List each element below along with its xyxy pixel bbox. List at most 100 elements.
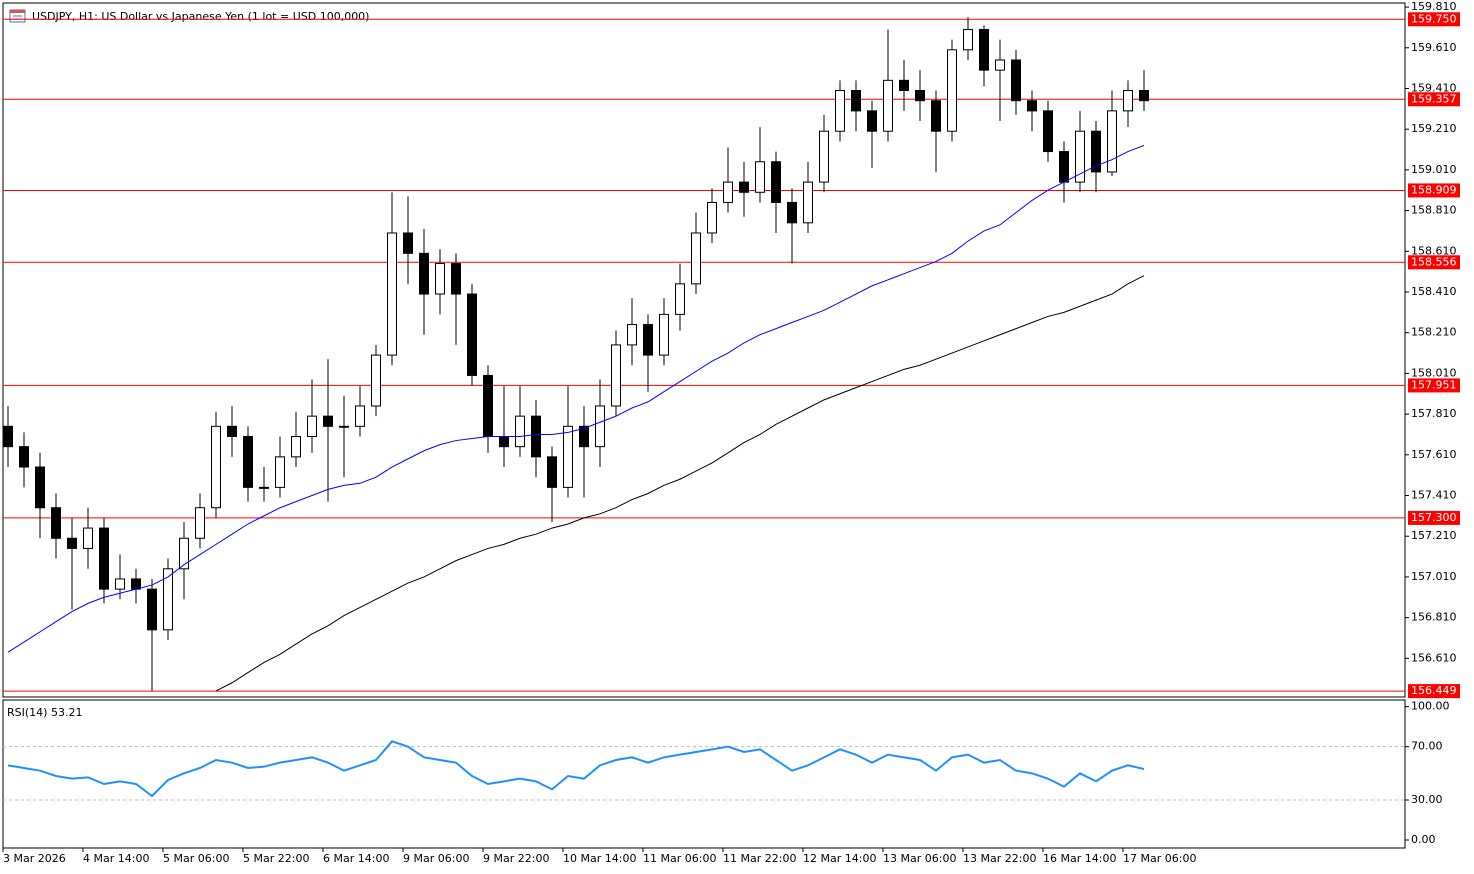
candle-body: [1091, 130, 1101, 173]
rsi-frame: [2, 699, 1406, 849]
candle-body: [643, 324, 653, 356]
candle-body: [211, 425, 221, 509]
candle-body: [931, 100, 941, 132]
y-tick-label: 157.210: [1411, 529, 1457, 542]
candle-body: [99, 527, 109, 590]
moving-average: [215, 275, 1145, 692]
y-tick-label: 157.410: [1411, 489, 1457, 502]
y-tick-label: 158.610: [1411, 244, 1457, 257]
candle-body: [83, 527, 93, 549]
level-tag: [1408, 684, 1460, 699]
candles: [3, 17, 1149, 691]
candle-body: [835, 90, 845, 132]
x-tick-label: 5 Mar 22:00: [243, 852, 309, 865]
candle-body: [179, 537, 189, 570]
candle-body: [531, 415, 541, 458]
x-tick-label: 6 Mar 14:00: [323, 852, 389, 865]
candle-body: [739, 181, 749, 193]
candle-body: [867, 110, 877, 132]
candle-body: [243, 435, 253, 488]
candle-body: [723, 181, 733, 203]
candle-body: [387, 232, 397, 356]
candle-body: [371, 354, 381, 407]
level-label: 159.750: [1411, 12, 1457, 25]
x-tick-label: 13 Mar 22:00: [963, 852, 1036, 865]
y-tick-label: 157.010: [1411, 570, 1457, 583]
rsi-tick-label: 100.00: [1411, 700, 1450, 713]
candle-body: [307, 415, 317, 437]
level-label: 157.951: [1411, 378, 1457, 391]
x-tick-label: 11 Mar 06:00: [643, 852, 716, 865]
x-tick-label: 17 Mar 06:00: [1123, 852, 1196, 865]
candle-body: [771, 161, 781, 203]
candle-body: [67, 537, 77, 549]
level-tag: [1408, 92, 1460, 107]
candle-body: [1139, 90, 1149, 102]
level-tag: [1408, 12, 1460, 27]
candle-body: [339, 425, 349, 428]
symbol-icon: [9, 9, 26, 23]
y-tick-label: 159.410: [1411, 81, 1457, 94]
candle-body: [499, 435, 509, 448]
rsi-tick-label: 0.00: [1411, 833, 1436, 846]
level-label: 158.556: [1411, 255, 1457, 268]
candle-body: [1011, 59, 1021, 102]
candle-body: [403, 232, 413, 254]
candle-body: [995, 59, 1005, 71]
candle-body: [435, 263, 445, 295]
y-tick-label: 157.610: [1411, 448, 1457, 461]
candle-body: [563, 425, 573, 488]
y-tick-label: 157.810: [1411, 407, 1457, 420]
candle-body: [275, 456, 285, 488]
candle-body: [131, 578, 141, 590]
candle-body: [579, 425, 589, 448]
x-tick-label: 12 Mar 14:00: [803, 852, 876, 865]
level-label: 158.909: [1411, 183, 1457, 196]
y-tick-label: 159.010: [1411, 163, 1457, 176]
candle-body: [787, 201, 797, 224]
rsi-last-value: 53.21: [51, 706, 83, 719]
candle-body: [915, 90, 925, 102]
y-tick-label: 156.810: [1411, 611, 1457, 624]
x-tick-label: 4 Mar 14:00: [83, 852, 149, 865]
level-label: 157.300: [1411, 511, 1457, 524]
candle-body: [627, 324, 637, 346]
y-tick-label: 159.810: [1411, 0, 1457, 13]
y-tick-label: 159.210: [1411, 122, 1457, 135]
candle-body: [979, 28, 989, 71]
level-tag: [1408, 510, 1460, 525]
candle-body: [1107, 110, 1117, 173]
y-tick-label: 156.610: [1411, 651, 1457, 664]
candle-body: [1027, 100, 1037, 112]
level-tag: [1408, 183, 1460, 198]
candle-body: [547, 456, 557, 488]
level-tag: [1408, 255, 1460, 270]
candle-body: [803, 181, 813, 224]
candle-body: [195, 507, 205, 539]
candle-body: [611, 344, 621, 407]
candle-body: [323, 415, 333, 427]
main-frame: [2, 2, 1406, 698]
x-tick-label: 10 Mar 14:00: [563, 852, 636, 865]
candle-body: [659, 313, 669, 356]
candle-body: [947, 49, 957, 132]
candle-body: [35, 466, 45, 509]
chart-title: USDJPY, H1: US Dollar vs Japanese Yen (1…: [32, 10, 369, 23]
candle-body: [451, 263, 461, 295]
candle-body: [115, 578, 125, 590]
candle-body: [1059, 151, 1069, 183]
y-tick-label: 158.210: [1411, 326, 1457, 339]
candle-body: [467, 293, 477, 376]
x-tick-label: 11 Mar 22:00: [723, 852, 796, 865]
level-tag: [1408, 378, 1460, 393]
candle-body: [51, 507, 61, 539]
rsi-label: RSI(14) 53.21: [7, 706, 82, 719]
candle-body: [595, 405, 605, 448]
y-tick-label: 158.010: [1411, 366, 1457, 379]
x-tick-label: 9 Mar 22:00: [483, 852, 549, 865]
level-label: 159.357: [1411, 92, 1457, 105]
rsi-tick-label: 70.00: [1411, 740, 1443, 753]
candle-body: [675, 283, 685, 315]
candle-body: [883, 79, 893, 132]
